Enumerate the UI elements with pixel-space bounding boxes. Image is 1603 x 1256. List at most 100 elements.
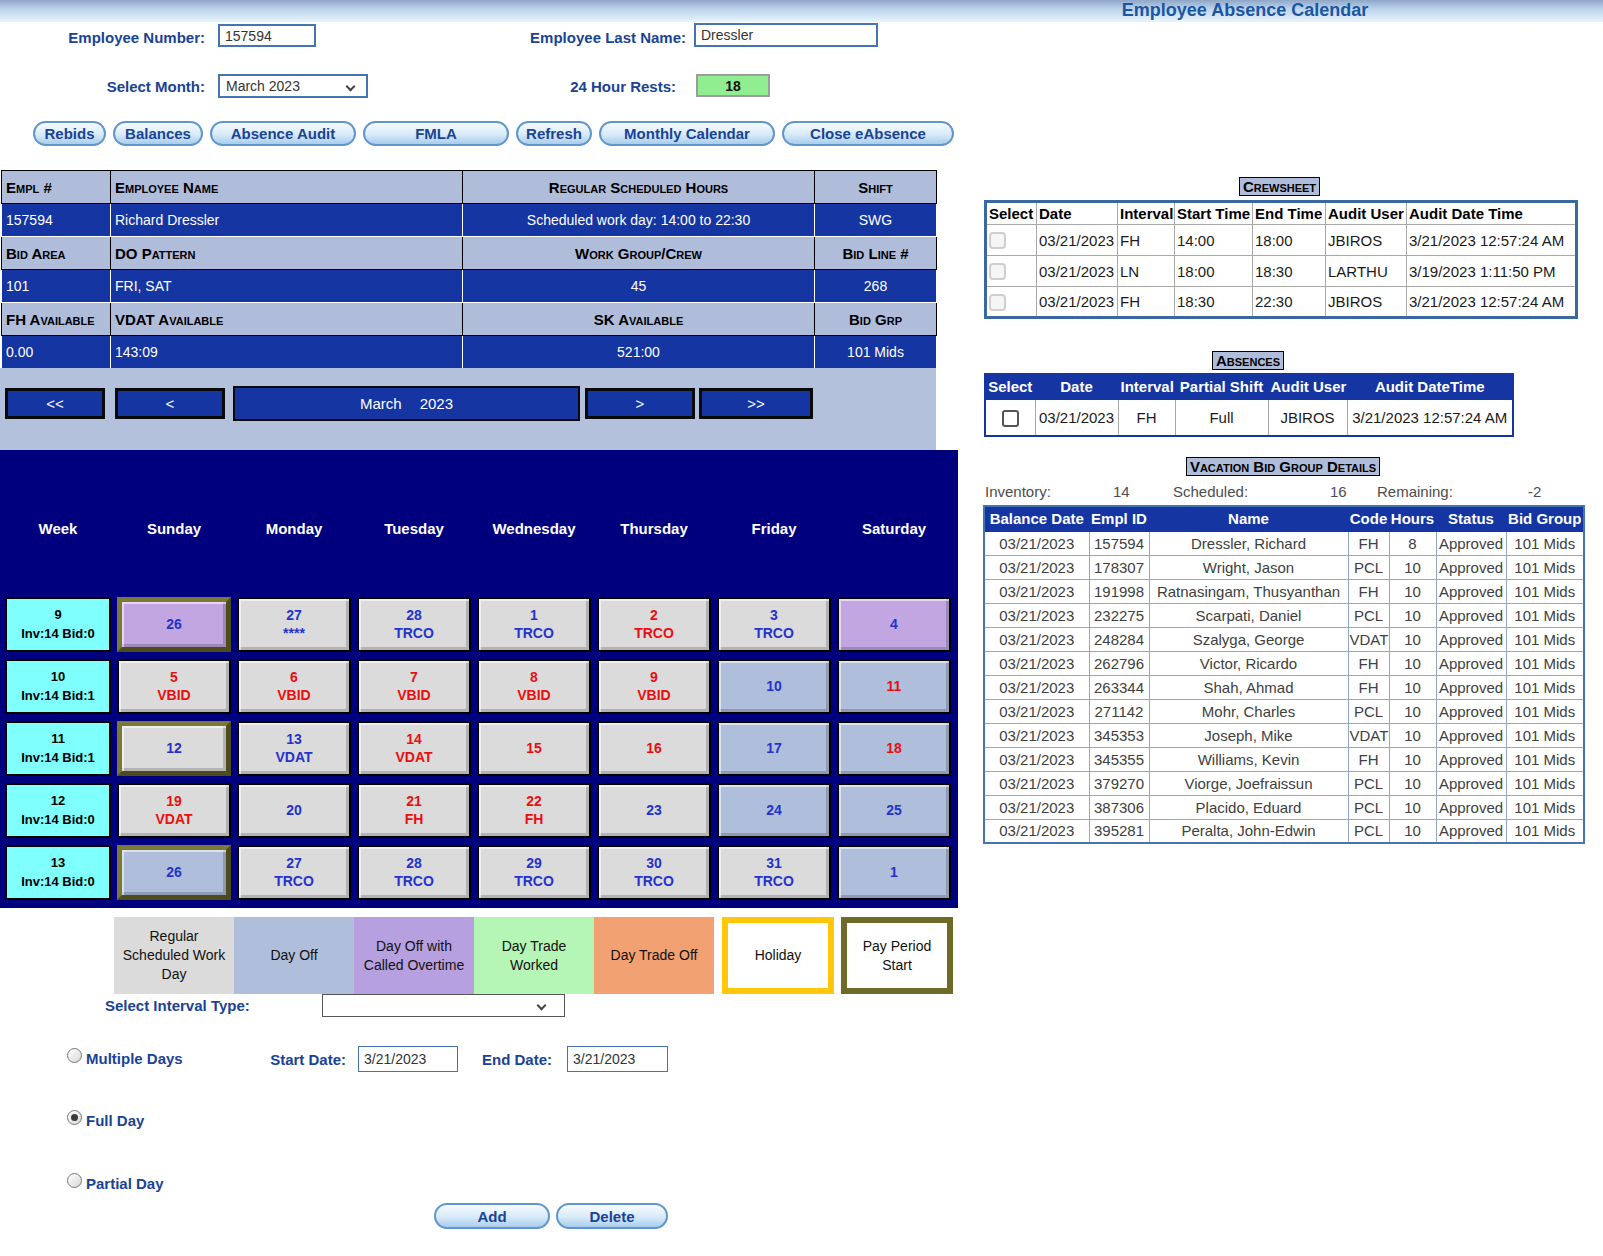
day-number: 19 — [166, 794, 182, 809]
employee-info-value: 157594 — [2, 204, 111, 237]
calendar-day-cell[interactable]: 23 — [597, 783, 711, 838]
calendar-day-header: Tuesday — [357, 520, 471, 537]
day-code: TRCO — [274, 874, 314, 889]
vacation-row: 03/21/2023345353Joseph, MikeVDAT10Approv… — [984, 723, 1584, 747]
end-date-input[interactable] — [567, 1046, 668, 1072]
calendar-day-cell[interactable]: 8VBID — [477, 659, 591, 714]
fast-next-month-button[interactable]: >> — [699, 388, 813, 419]
employee-last-name-input[interactable] — [694, 23, 878, 47]
day-code: TRCO — [514, 626, 554, 641]
vacation-cell: 03/21/2023 — [984, 723, 1089, 747]
partial-day-radio[interactable] — [67, 1173, 82, 1188]
vacation-cell: Approved — [1436, 603, 1506, 627]
vacation-cell: Wright, Jason — [1149, 555, 1348, 579]
crewsheet-select-cell — [986, 225, 1037, 256]
toolbar-button-absence-audit[interactable]: Absence Audit — [210, 121, 356, 146]
calendar-day-cell[interactable]: 18 — [837, 721, 951, 776]
crewsheet-cell: 18:30 — [1175, 287, 1253, 318]
partial-day-label: Partial Day — [86, 1175, 164, 1192]
calendar-day-cell[interactable]: 15 — [477, 721, 591, 776]
calendar-day-cell[interactable]: 13VDAT — [237, 721, 351, 776]
calendar-day-cell[interactable]: 28TRCO — [357, 845, 471, 900]
vacation-cell: Shah, Ahmad — [1149, 675, 1348, 699]
calendar-week-row: 11Inv:14 Bid:11213VDAT14VDAT15161718 — [5, 721, 951, 776]
prev-month-button[interactable]: < — [115, 388, 225, 419]
calendar-day-cell[interactable]: 7VBID — [357, 659, 471, 714]
vacation-cell: 101 Mids — [1506, 747, 1584, 771]
delete-button[interactable]: Delete — [556, 1203, 668, 1229]
select-month-dropdown[interactable]: March 2023 — [218, 74, 368, 98]
crewsheet-row: 03/21/2023FH14:0018:00JBIROS3/21/2023 12… — [986, 225, 1577, 256]
legend-tw: Day Trade Worked — [474, 917, 594, 994]
calendar-day-cell[interactable]: 27TRCO — [237, 845, 351, 900]
toolbar-button-fmla[interactable]: FMLA — [363, 121, 509, 146]
calendar-day-cell[interactable]: 24 — [717, 783, 831, 838]
crewsheet-body: SelectDateIntervalStart TimeEnd TimeAudi… — [986, 202, 1577, 318]
vacation-cell: FH — [1348, 675, 1389, 699]
calendar-legend: Regular Scheduled Work DayDay OffDay Off… — [114, 917, 953, 994]
absences-checkbox[interactable] — [1002, 410, 1019, 427]
calendar-day-cell[interactable]: 31TRCO — [717, 845, 831, 900]
employee-info-header-row: FH AvailableVDAT AvailableSK AvailableBi… — [2, 303, 937, 336]
day-code: TRCO — [634, 626, 674, 641]
calendar-day-cell[interactable]: 10 — [717, 659, 831, 714]
day-number: 26 — [166, 865, 182, 880]
employee-info-header: Bid Line # — [815, 237, 937, 270]
multiple-days-radio[interactable] — [67, 1048, 82, 1063]
calendar-day-cell[interactable]: 22FH — [477, 783, 591, 838]
calendar-day-header: Wednesday — [477, 520, 591, 537]
toolbar-button-monthly-calendar[interactable]: Monthly Calendar — [599, 121, 775, 146]
toolbar-button-rebids[interactable]: Rebids — [33, 121, 106, 146]
calendar-day-cell[interactable]: 19VDAT — [117, 783, 231, 838]
fast-prev-month-button[interactable]: << — [5, 388, 105, 419]
calendar-day-cell[interactable]: 2TRCO — [597, 597, 711, 652]
calendar-day-cell[interactable]: 21FH — [357, 783, 471, 838]
vacation-cell: 03/21/2023 — [984, 651, 1089, 675]
calendar-day-cell[interactable]: 28TRCO — [357, 597, 471, 652]
vacation-cell: 10 — [1389, 603, 1436, 627]
employee-info-header: VDAT Available — [111, 303, 463, 336]
week-number: 9 — [54, 606, 61, 624]
vacation-cell: Mohr, Charles — [1149, 699, 1348, 723]
employee-number-input[interactable] — [218, 24, 316, 47]
chevron-down-icon — [346, 82, 356, 92]
calendar-day-cell[interactable]: 4 — [837, 597, 951, 652]
calendar-day-cell[interactable]: 14VDAT — [357, 721, 471, 776]
calendar-day-cell[interactable]: 16 — [597, 721, 711, 776]
vacation-cell: Williams, Kevin — [1149, 747, 1348, 771]
interval-type-dropdown[interactable] — [322, 994, 565, 1017]
current-year: 2023 — [420, 395, 453, 412]
next-month-button[interactable]: > — [585, 388, 695, 419]
calendar-day-cell[interactable]: 29TRCO — [477, 845, 591, 900]
toolbar-button-refresh[interactable]: Refresh — [516, 121, 592, 146]
calendar-day-cell[interactable]: 26 — [117, 845, 231, 900]
toolbar-button-close-eabsence[interactable]: Close eAbsence — [782, 121, 954, 146]
legend-oc: Day Off with Called Overtime — [354, 917, 474, 994]
calendar-day-cell[interactable]: 25 — [837, 783, 951, 838]
vacation-cell: 248284 — [1089, 627, 1149, 651]
vacation-cell: Viorge, Joefraissun — [1149, 771, 1348, 795]
calendar-day-cell[interactable]: 30TRCO — [597, 845, 711, 900]
calendar-day-cell[interactable]: 1 — [837, 845, 951, 900]
calendar-day-cell[interactable]: 3TRCO — [717, 597, 831, 652]
calendar-day-cell[interactable]: 5VBID — [117, 659, 231, 714]
calendar-day-cell[interactable]: 1TRCO — [477, 597, 591, 652]
calendar-day-cell[interactable]: 11 — [837, 659, 951, 714]
calendar-day-cell[interactable]: 27**** — [237, 597, 351, 652]
vacation-cell: 387306 — [1089, 795, 1149, 819]
start-date-input[interactable] — [358, 1046, 458, 1072]
vacation-cell: Dressler, Richard — [1149, 531, 1348, 555]
calendar-day-cell[interactable]: 9VBID — [597, 659, 711, 714]
calendar-day-cell[interactable]: 20 — [237, 783, 351, 838]
calendar-day-cell[interactable]: 12 — [117, 721, 231, 776]
crewsheet-cell: 03/21/2023 — [1037, 225, 1118, 256]
vacation-row: 03/21/2023232275Scarpati, DanielPCL10App… — [984, 603, 1584, 627]
full-day-radio[interactable] — [67, 1110, 82, 1125]
calendar-day-cell[interactable]: 17 — [717, 721, 831, 776]
calendar-day-cell[interactable]: 26 — [117, 597, 231, 652]
employee-info-header-row: Empl #Employee NameRegular Scheduled Hou… — [2, 171, 937, 204]
crewsheet-checkbox — [989, 232, 1006, 249]
toolbar-button-balances[interactable]: Balances — [113, 121, 203, 146]
add-button[interactable]: Add — [434, 1203, 550, 1229]
calendar-day-cell[interactable]: 6VBID — [237, 659, 351, 714]
